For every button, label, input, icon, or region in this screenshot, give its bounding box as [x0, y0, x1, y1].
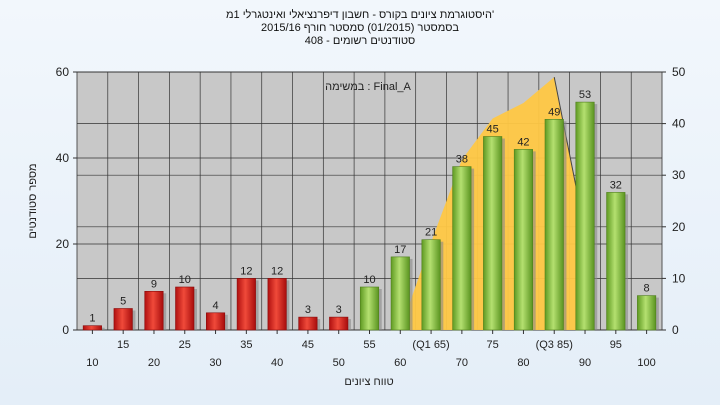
- bar: [236, 278, 256, 331]
- x-tick-label: 55: [363, 339, 375, 351]
- bar: [175, 286, 195, 331]
- x-tick-label: 45: [302, 339, 314, 351]
- bar-value-label: 4: [212, 300, 218, 312]
- bar: [421, 239, 441, 331]
- x-tick-label: 25: [179, 339, 191, 351]
- y-tick-label-left: 40: [56, 151, 70, 165]
- bar: [606, 192, 626, 331]
- annotation-text: במשימה : Final_A: [325, 81, 411, 93]
- bar: [206, 312, 226, 331]
- value-labels-layer: 1 5 9 10 4 12 12 3 3 10 17 21 38 45 42 49 53 32 8: [89, 89, 649, 325]
- bar-value-label: 45: [487, 124, 499, 136]
- bar: [113, 308, 133, 331]
- axes-layer: 0204060010203040501015202530354045505560…: [56, 65, 686, 369]
- bar-value-label: 53: [579, 89, 591, 101]
- bar: [575, 101, 595, 331]
- x-tick-label: 30: [209, 357, 221, 369]
- x-tick-label: (Q1 65): [412, 339, 449, 351]
- bar-value-label: 9: [151, 278, 157, 290]
- bar-value-label: 3: [336, 304, 342, 316]
- bar-value-label: 42: [517, 136, 529, 148]
- y-tick-label-left: 60: [56, 65, 70, 79]
- chart-title-line-3: סטודנטים רשומים - 408: [304, 35, 416, 47]
- bar: [298, 316, 318, 331]
- y-tick-label-left: 0: [62, 323, 69, 337]
- chart-title-line-1: היסטוגרמת ציונים בקורס - חשבון דיפרנציאל…: [225, 9, 495, 21]
- bar: [513, 149, 533, 331]
- y-tick-label-left: 20: [56, 237, 70, 251]
- x-tick-label: (Q3 85): [536, 339, 573, 351]
- y-tick-label-right: 50: [672, 65, 686, 79]
- y-axis-label: מספר סטודנטים: [27, 163, 39, 238]
- x-tick-label: 90: [579, 357, 591, 369]
- bar-value-label: 12: [240, 265, 252, 277]
- x-tick-label: 100: [637, 357, 655, 369]
- chart-title-line-2: בסמסטר (01/2015) סמסטר חורף 2015/16: [260, 22, 460, 34]
- x-tick-label: 35: [240, 339, 252, 351]
- bar: [359, 286, 380, 331]
- x-tick-label: 75: [487, 339, 499, 351]
- x-tick-label: 20: [148, 357, 160, 369]
- bar-value-label: 10: [363, 274, 375, 286]
- x-tick-label: 10: [86, 357, 98, 369]
- bar: [483, 136, 503, 331]
- bar: [452, 166, 472, 331]
- bar-value-label: 38: [456, 154, 468, 166]
- bar: [544, 119, 564, 331]
- x-tick-label: 60: [394, 357, 406, 369]
- bar-value-label: 5: [120, 296, 126, 308]
- bar-value-label: 49: [548, 106, 560, 118]
- bar-value-label: 1: [89, 313, 95, 325]
- bar: [267, 278, 287, 331]
- bar: [82, 325, 102, 331]
- bar: [329, 316, 349, 331]
- y-tick-label-right: 20: [672, 220, 686, 234]
- x-tick-label: 50: [333, 357, 345, 369]
- y-tick-label-right: 10: [672, 271, 686, 285]
- x-tick-label: 95: [610, 339, 622, 351]
- bar-value-label: 17: [394, 244, 406, 256]
- bar: [390, 256, 410, 331]
- y-tick-label-right: 40: [672, 117, 686, 131]
- x-tick-label: 70: [456, 357, 468, 369]
- bar: [637, 295, 657, 331]
- x-tick-label: 15: [117, 339, 129, 351]
- bar: [144, 290, 164, 331]
- bar-value-label: 10: [179, 274, 191, 286]
- bars-layer: [82, 101, 659, 331]
- bar-value-label: 32: [610, 179, 622, 191]
- x-tick-label: 80: [517, 357, 529, 369]
- x-axis-label: טווח ציונים: [344, 376, 393, 388]
- y-tick-label-right: 30: [672, 168, 686, 182]
- bar-value-label: 8: [644, 283, 650, 295]
- x-tick-label: 40: [271, 357, 283, 369]
- y-tick-label-right: 0: [672, 323, 679, 337]
- bar-value-label: 3: [305, 304, 311, 316]
- bar-value-label: 21: [425, 227, 437, 239]
- bar-value-label: 12: [271, 265, 283, 277]
